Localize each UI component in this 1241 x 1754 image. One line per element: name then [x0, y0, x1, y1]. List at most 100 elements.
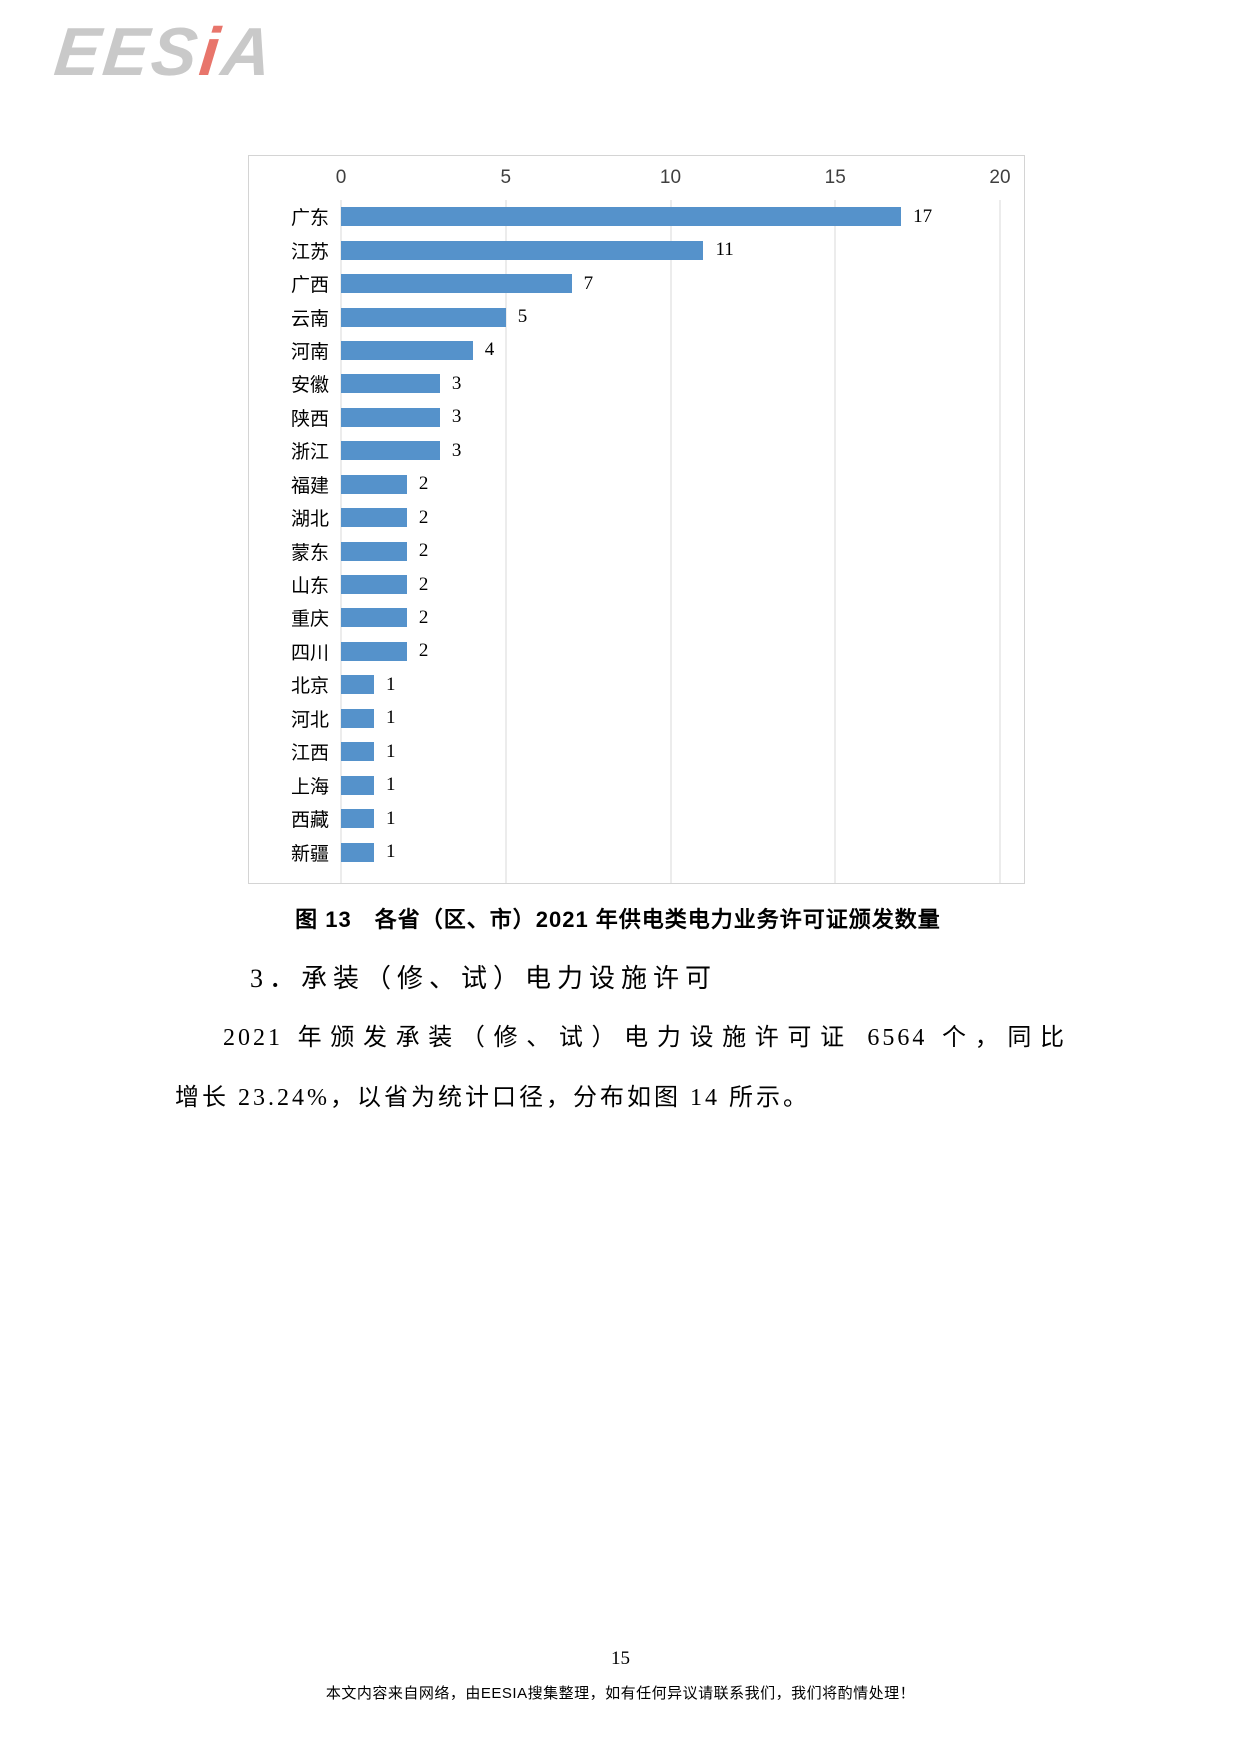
bar-row: 浙江 3 [291, 434, 1000, 467]
category-label: 福建 [290, 475, 329, 497]
gridline [999, 200, 1001, 883]
category-label: 湖北 [290, 509, 329, 531]
value-label: 1 [385, 774, 396, 796]
category-label: 上海 [290, 776, 329, 798]
gridline [834, 200, 836, 883]
bar-row: 陕西 3 [291, 401, 1000, 434]
bar [341, 775, 374, 795]
axis-tick-label: 10 [659, 167, 682, 188]
bar [341, 307, 506, 327]
value-label: 1 [385, 673, 396, 695]
bar [341, 641, 407, 661]
category-label: 浙江 [290, 442, 329, 464]
logo-text-part2: A [217, 14, 279, 90]
paragraph-line: 2021 年颁发承装（修、试）电力设施许可证 6564 个，同比 [223, 1025, 1067, 1051]
bar-row: 江苏 11 [291, 233, 1000, 266]
bar [341, 541, 407, 561]
bar-row: 西藏 1 [291, 802, 1000, 835]
plot-area: 广东 17 江苏 11 广西 7 云南 5 河南 4 安徽 3 陕西 3 浙江 3 福建 2 湖北 2 蒙东 2 山东 2 重庆… [291, 200, 1000, 869]
bar-row: 蒙东 2 [291, 534, 1000, 567]
figure-caption: 图 13 各省（区、市）2021 年供电类电力业务许可证颁发数量 [295, 907, 941, 932]
value-label: 3 [451, 372, 462, 394]
category-label: 新疆 [290, 843, 329, 865]
bar [341, 675, 374, 695]
bar-row: 北京 1 [291, 668, 1000, 701]
value-label: 2 [418, 606, 429, 628]
category-label: 重庆 [290, 609, 329, 631]
axis-tick-label: 5 [500, 167, 512, 188]
body-paragraph: 2021 年颁发承装（修、试）电力设施许可证 6564 个，同比 增长 23.2… [175, 1008, 1067, 1128]
gridline [670, 200, 671, 883]
value-label: 1 [385, 707, 396, 729]
gridline [505, 200, 507, 883]
value-label: 17 [913, 205, 933, 227]
value-label: 1 [385, 807, 396, 829]
value-label: 4 [484, 339, 495, 361]
bar [341, 240, 704, 260]
category-label: 云南 [290, 308, 329, 330]
bar [341, 274, 572, 294]
section-heading: 3．承装（修、试）电力设施许可 [250, 964, 718, 993]
axis-tick-label: 15 [824, 167, 846, 188]
bar-row: 云南 5 [291, 300, 1000, 333]
category-label: 蒙东 [290, 542, 329, 564]
bar [341, 809, 374, 829]
value-label: 7 [583, 272, 594, 294]
eesia-logo: EESiA [51, 10, 279, 94]
category-label: 四川 [290, 642, 329, 664]
logo-text-part1: EES [51, 14, 205, 90]
axis-tick-label: 20 [989, 167, 1011, 188]
bar [341, 842, 374, 862]
bar [341, 742, 374, 762]
bar [341, 474, 407, 494]
paragraph-line: 增长 23.24%，以省为统计口径，分布如图 14 所示。 [175, 1085, 810, 1111]
bar [341, 407, 440, 427]
bar-row: 山东 2 [291, 568, 1000, 601]
value-label: 2 [418, 640, 429, 662]
bar-row: 广东 17 [291, 200, 1000, 233]
category-label: 陕西 [290, 408, 329, 430]
value-label: 5 [517, 306, 528, 328]
bar-row: 新疆 1 [291, 835, 1000, 868]
bar [341, 508, 407, 528]
category-label: 广西 [290, 275, 329, 297]
value-label: 2 [418, 506, 429, 528]
axis-tick-label: 0 [335, 167, 347, 188]
category-label: 安徽 [290, 375, 329, 397]
category-label: 河北 [290, 709, 329, 731]
bar-row: 福建 2 [291, 468, 1000, 501]
value-label: 2 [418, 473, 429, 495]
bar-row: 湖北 2 [291, 501, 1000, 534]
category-label: 江苏 [290, 241, 329, 263]
bar-row: 广西 7 [291, 267, 1000, 300]
bar [341, 374, 440, 394]
value-label: 1 [385, 740, 396, 762]
category-label: 北京 [290, 676, 329, 698]
page-number: 15 [611, 1648, 630, 1669]
bar [341, 608, 407, 628]
bar [341, 441, 440, 461]
value-label: 3 [451, 439, 462, 461]
bar-row: 四川 2 [291, 635, 1000, 668]
value-label: 11 [715, 239, 734, 261]
value-label: 3 [451, 406, 462, 428]
bar-row: 上海 1 [291, 768, 1000, 801]
value-label: 2 [418, 540, 429, 562]
axis-ticks: 0 5 10 15 20 [336, 164, 1011, 192]
bar [341, 207, 902, 227]
bar-chart: 0 5 10 15 20 广东 17 江苏 11 广西 7 云南 5 河南 4 安徽 3 陕西 3 浙江 3 福建 2 湖北… [248, 155, 1025, 884]
category-label: 江西 [290, 743, 329, 765]
category-label: 西藏 [290, 810, 329, 832]
bar-row: 江西 1 [291, 735, 1000, 768]
bar [341, 708, 374, 728]
bar-row: 河北 1 [291, 702, 1000, 735]
footer-note: 本文内容来自网络，由EESIA搜集整理，如有任何异议请联系我们，我们将酌情处理！ [325, 1685, 916, 1702]
bar-row: 安徽 3 [291, 367, 1000, 400]
bar-row: 河南 4 [291, 334, 1000, 367]
category-label: 广东 [290, 208, 329, 230]
bar [341, 340, 473, 360]
value-label: 1 [385, 841, 396, 863]
value-label: 2 [418, 573, 429, 595]
bar-row: 重庆 2 [291, 601, 1000, 634]
